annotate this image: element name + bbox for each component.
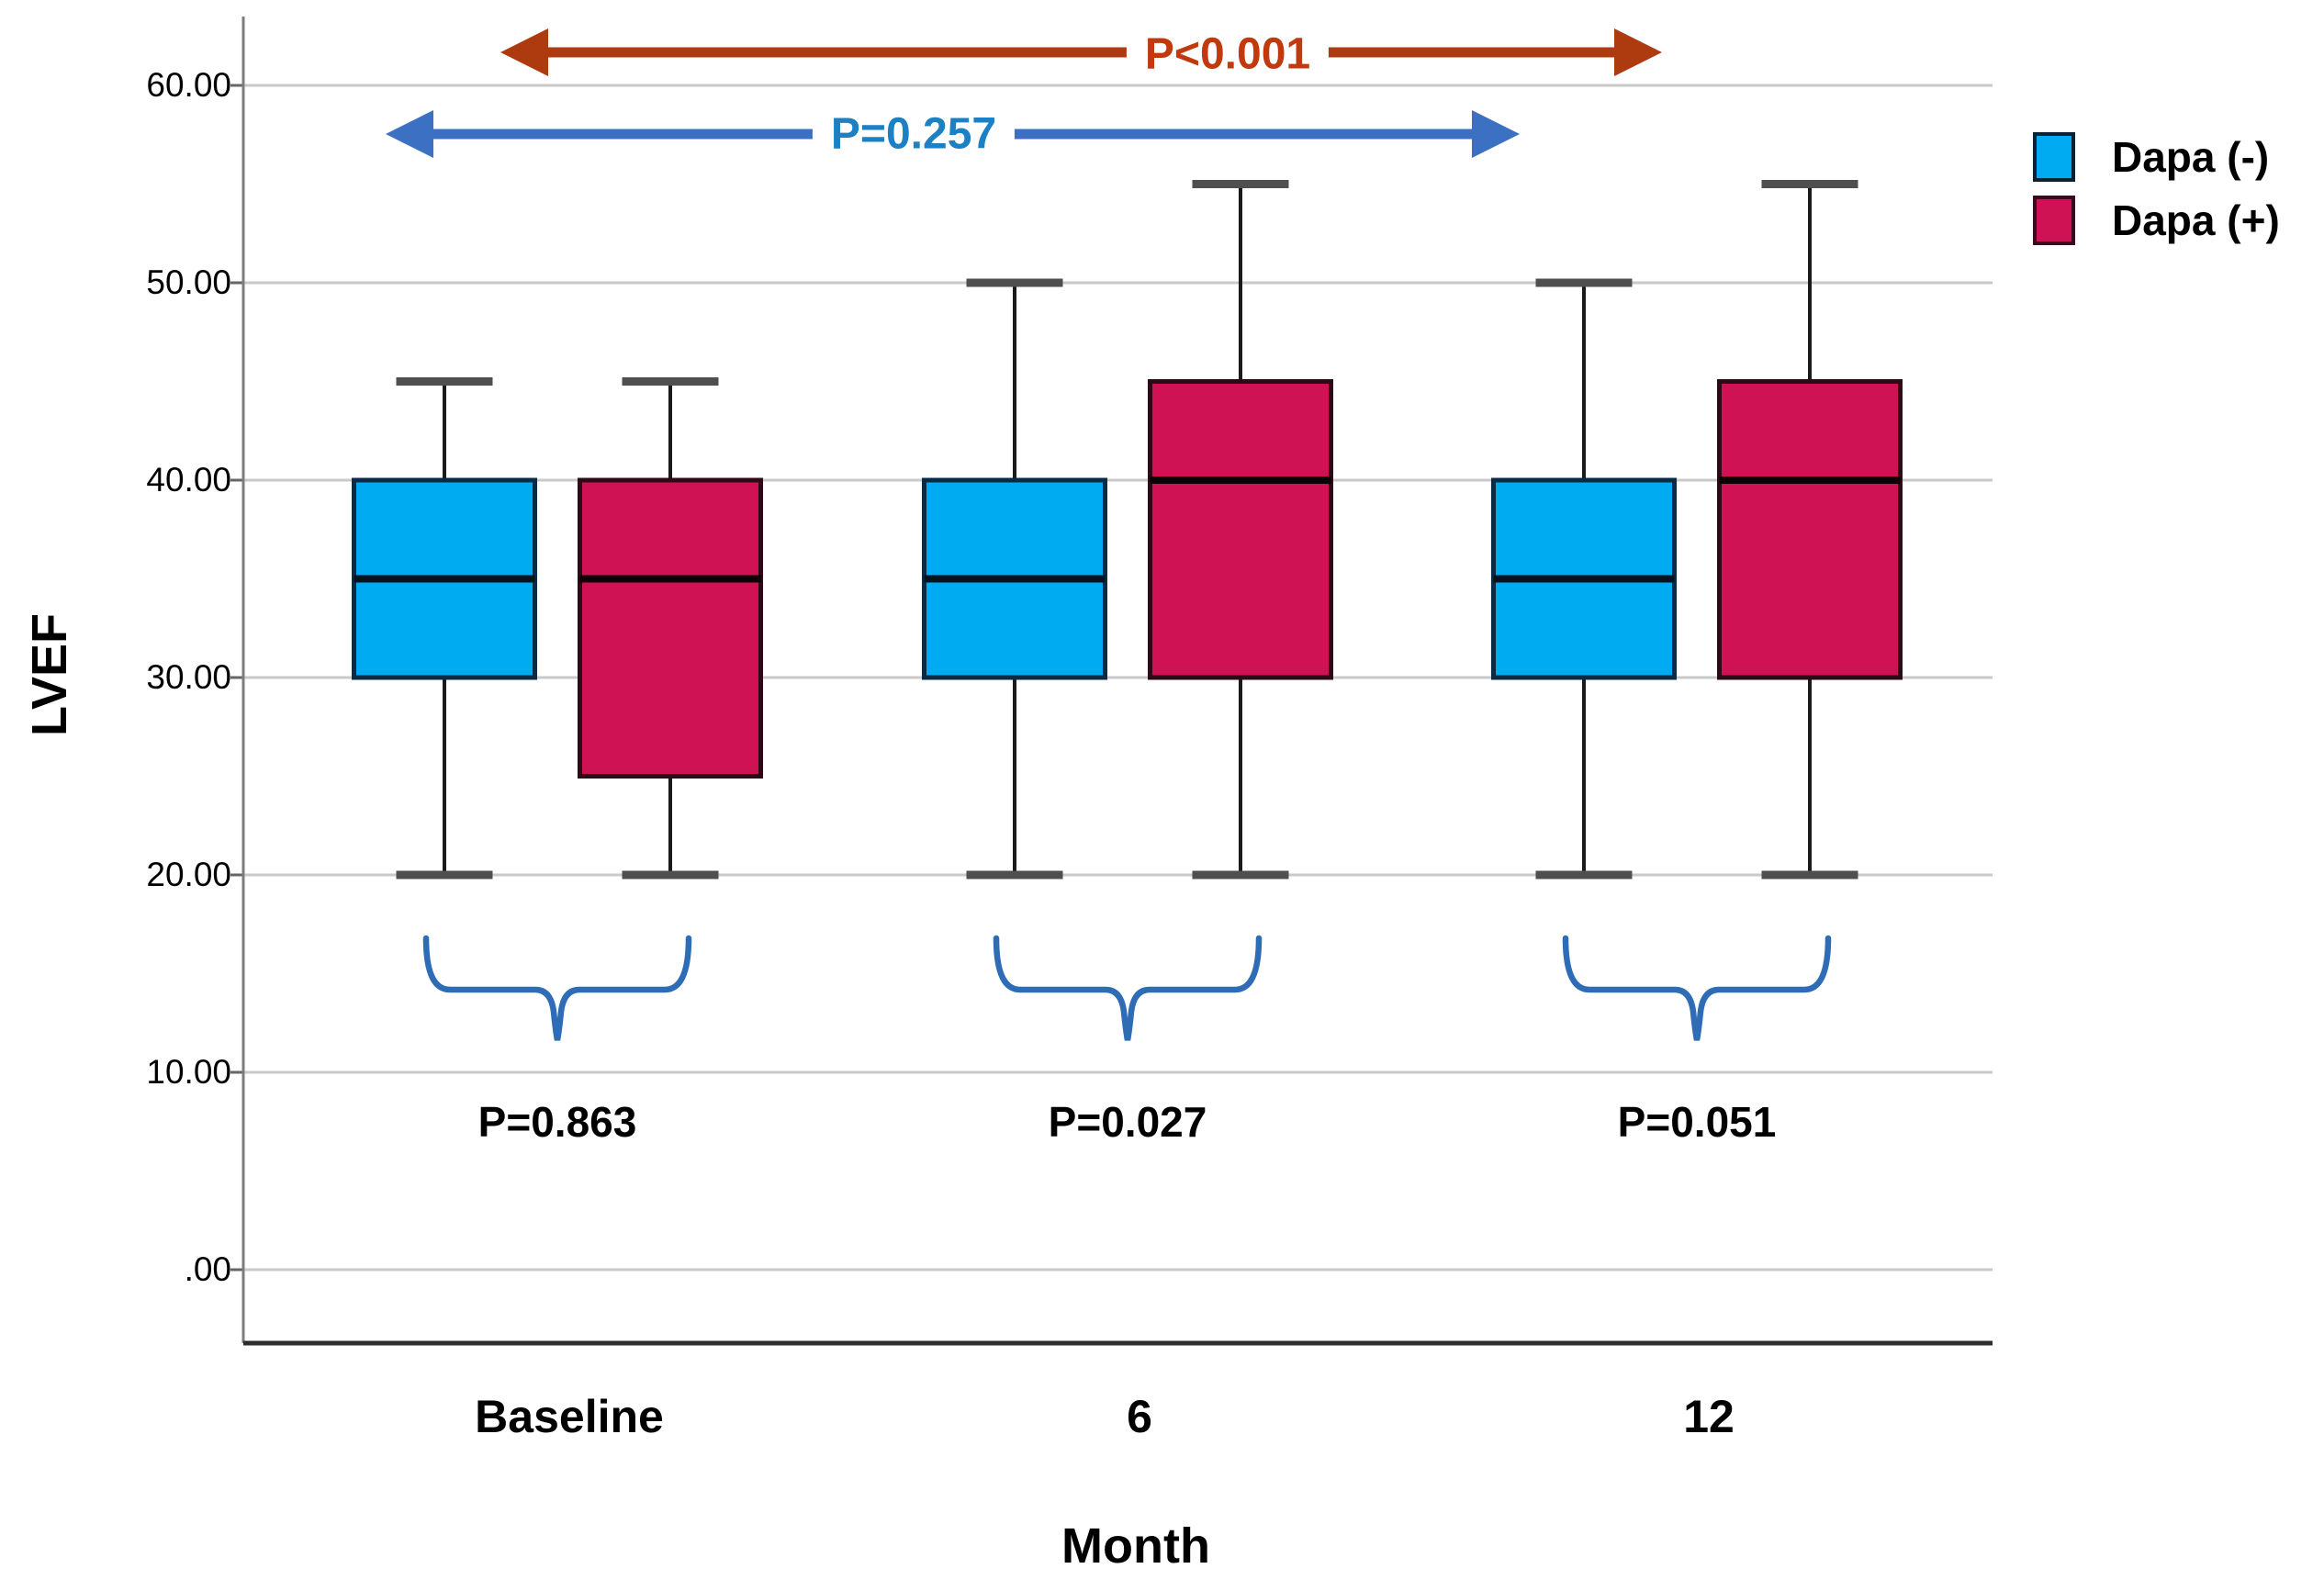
arrow-head-left-1 [386,110,433,158]
y-axis-title: LVEF [22,613,77,736]
legend-swatch-dapa-minus-icon [2033,132,2075,182]
between-group-pvalue-12: P=0.051 [1617,1098,1777,1146]
within-group-dapa-minus-pvalue-label: P=0.257 [812,108,1016,162]
x-category-label-6: 6 [1127,1391,1152,1442]
legend-label-dapa-minus: Dapa (-) [2112,133,2270,181]
x-category-label-12: 12 [1683,1391,1735,1442]
legend-item-dapa-minus: Dapa (-) [2033,132,2280,182]
y-tick-label: 20.00 [146,856,231,893]
y-tick-label: 30.00 [146,658,231,696]
box-dapa+-6 [1148,379,1333,680]
within-group-dapa-plus-pvalue-label: P<0.001 [1126,28,1330,82]
between-group-pvalue-6: P=0.027 [1048,1098,1207,1146]
x-category-label-baseline: Baseline [475,1391,664,1442]
legend-item-dapa-plus: Dapa (+) [2033,196,2280,245]
arrow-head-right-1 [1472,110,1520,158]
arrow-head-right-0 [1614,28,1662,76]
y-tick-label: 50.00 [146,263,231,301]
box-dapa+-baseline [578,477,763,779]
y-tick-label: 40.00 [146,461,231,499]
pair-brace-baseline [422,935,692,1041]
x-axis-title: Month [1061,1518,1210,1574]
y-tick-label: .00 [184,1250,231,1288]
legend: Dapa (-) Dapa (+) [2033,132,2280,259]
between-group-pvalue-baseline: P=0.863 [477,1098,637,1146]
y-tick-label: 60.00 [146,66,231,104]
pair-brace-6 [993,935,1263,1041]
legend-swatch-dapa-plus-icon [2033,196,2075,245]
legend-label-dapa-plus: Dapa (+) [2112,196,2280,244]
pair-brace-12 [1562,935,1832,1041]
box-dapa+-12 [1717,379,1903,680]
arrow-head-left-0 [500,28,548,76]
y-tick-label: 10.00 [146,1053,231,1091]
